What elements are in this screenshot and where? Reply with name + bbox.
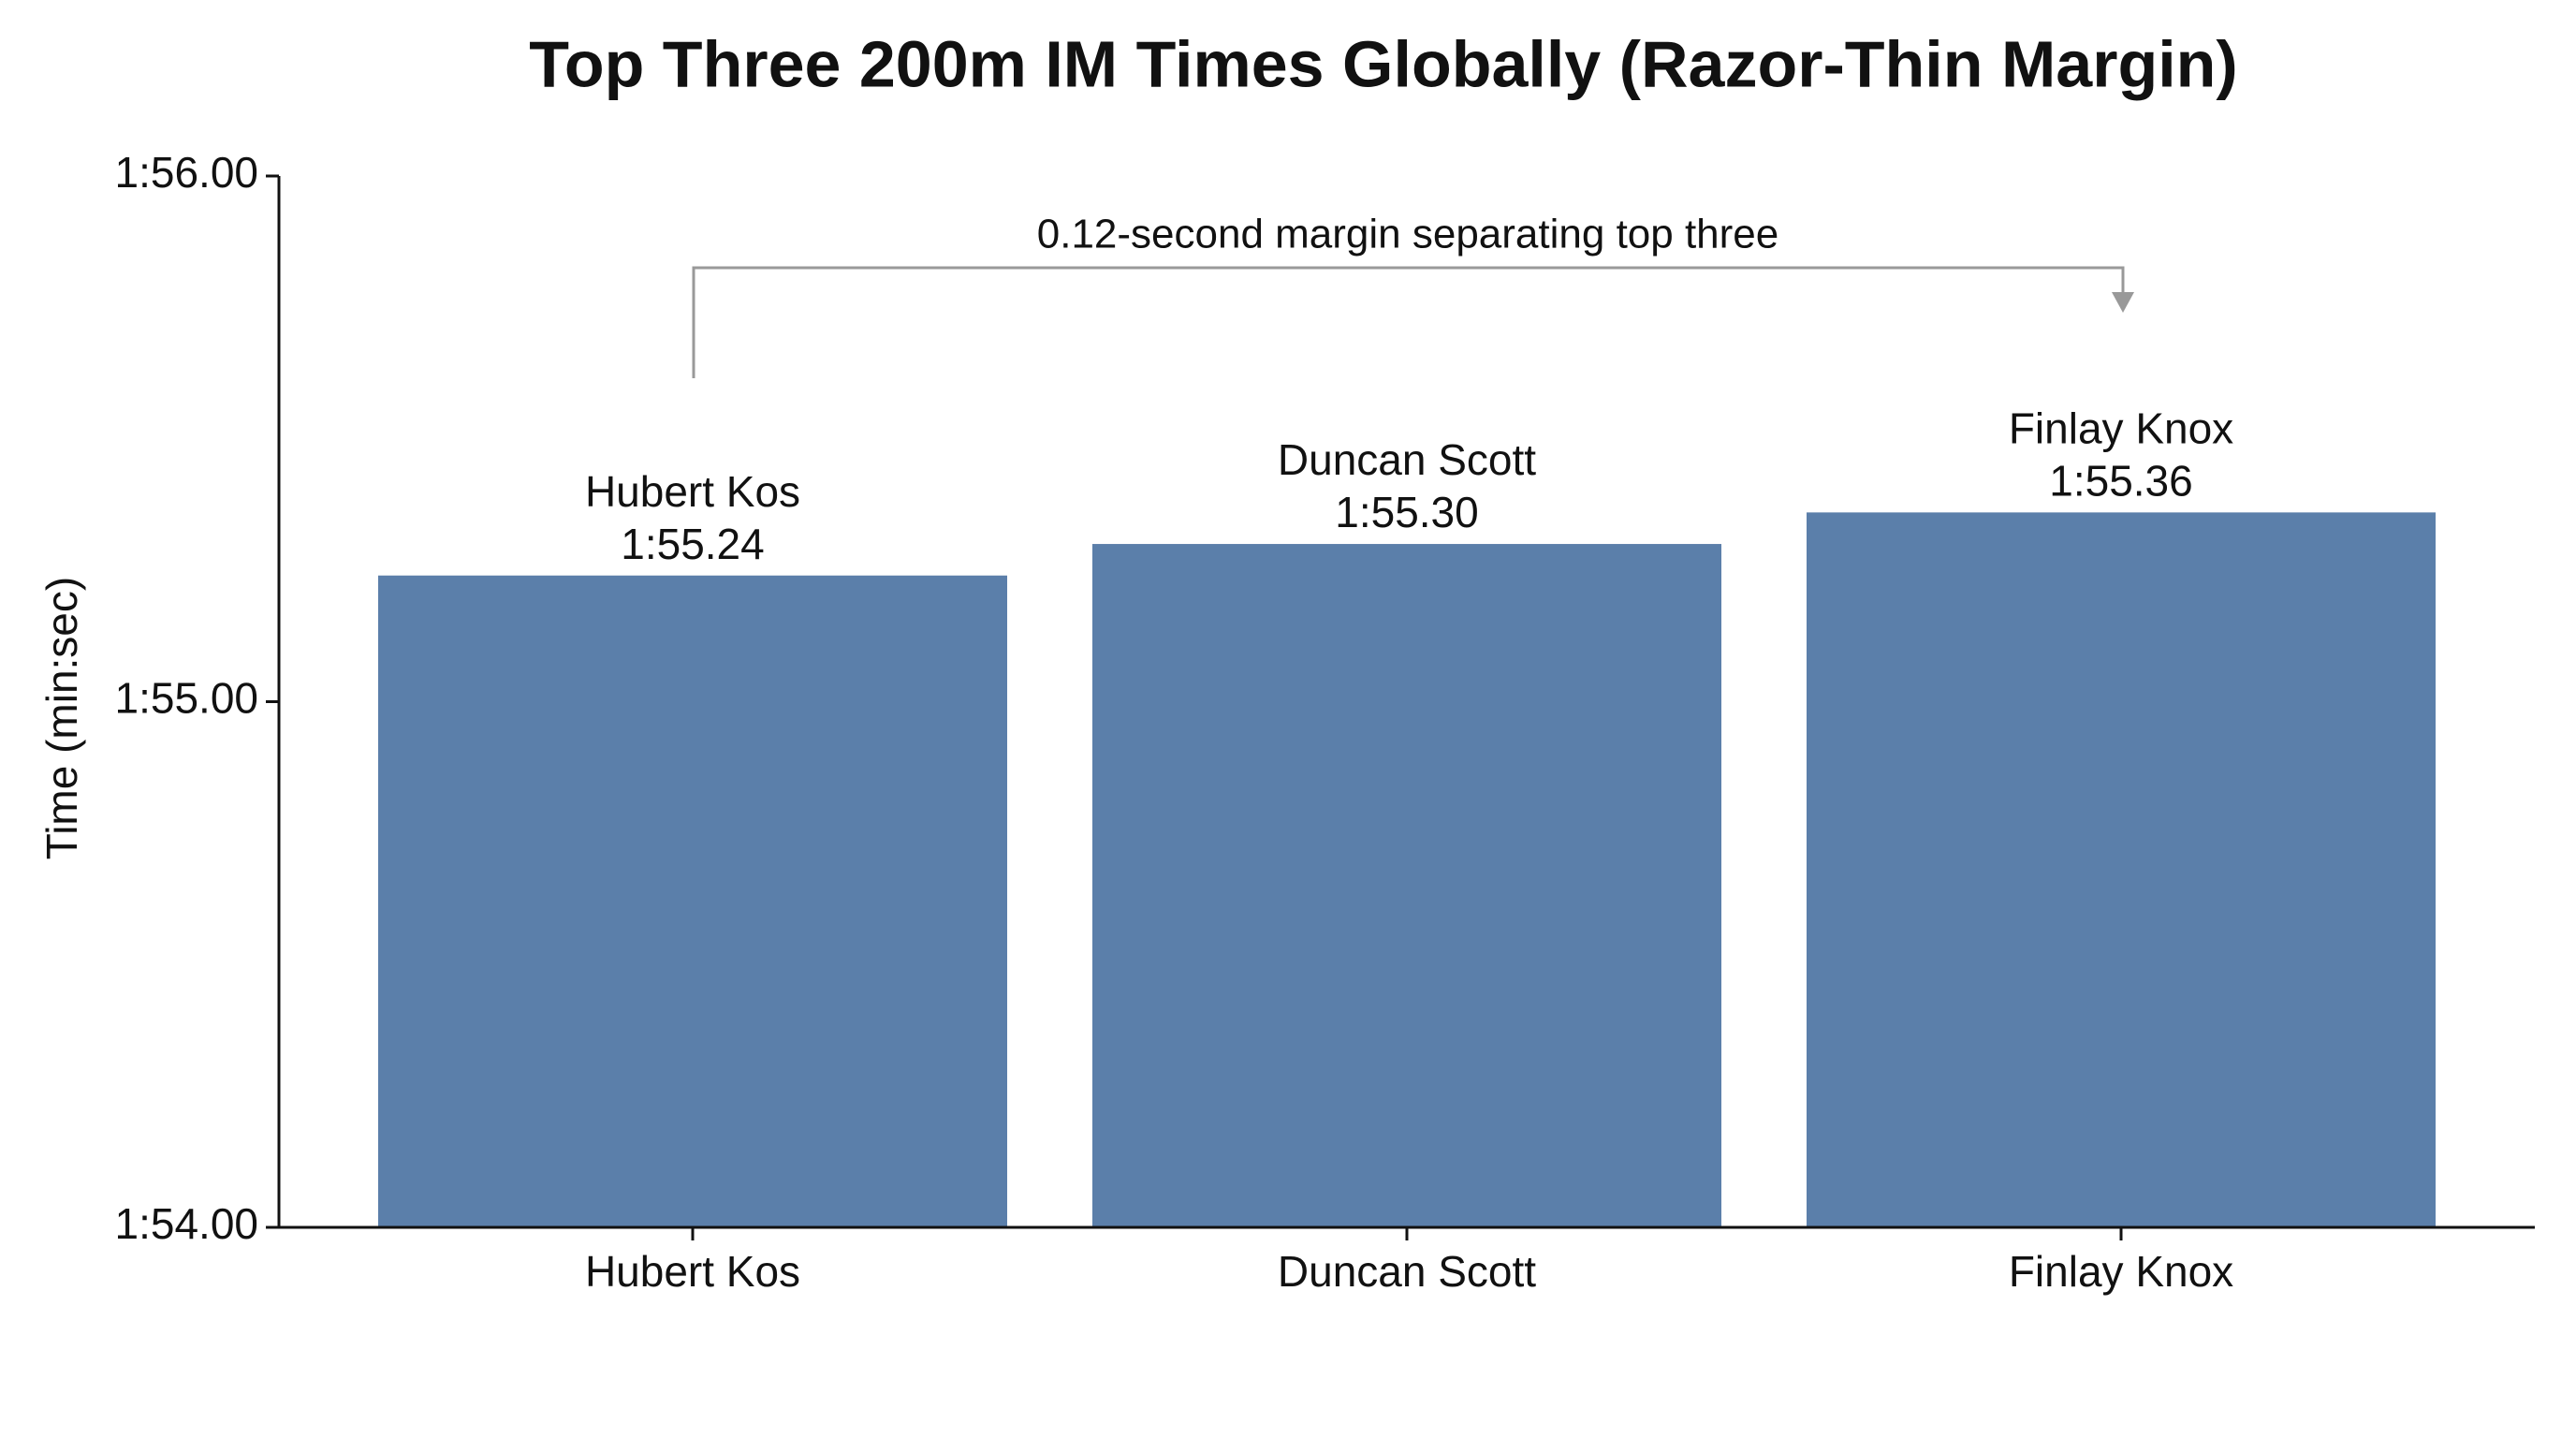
annotation: 0.12-second margin separating top three — [1037, 212, 1779, 257]
value-label: 1:55.30 — [1335, 488, 1478, 536]
x-tick-label: Duncan Scott — [1278, 1247, 1536, 1296]
bar-name-label: Hubert Kos — [585, 467, 800, 516]
value-label: 1:55.24 — [621, 520, 764, 568]
y-tick-label: 1:55.00 — [115, 674, 258, 723]
value-label: 1:55.36 — [2049, 457, 2192, 506]
bar — [1092, 544, 1721, 1227]
y-axis-label: Time (min:sec) — [37, 577, 86, 859]
bar-name-label: Duncan Scott — [1278, 435, 1536, 484]
annotation-arrowhead — [2112, 292, 2134, 313]
y-tick-label: 1:56.00 — [115, 148, 258, 197]
annotation-bracket — [692, 266, 2125, 378]
bar — [378, 575, 1007, 1227]
x-tick-label: Finlay Knox — [2009, 1247, 2233, 1296]
chart-title: Top Three 200m IM Times Globally (Razor-… — [529, 27, 2237, 100]
bar — [1807, 512, 2436, 1227]
y-tick-label: 1:54.00 — [115, 1199, 258, 1248]
bar-name-label: Finlay Knox — [2009, 404, 2233, 453]
x-tick-label: Hubert Kos — [585, 1247, 800, 1296]
